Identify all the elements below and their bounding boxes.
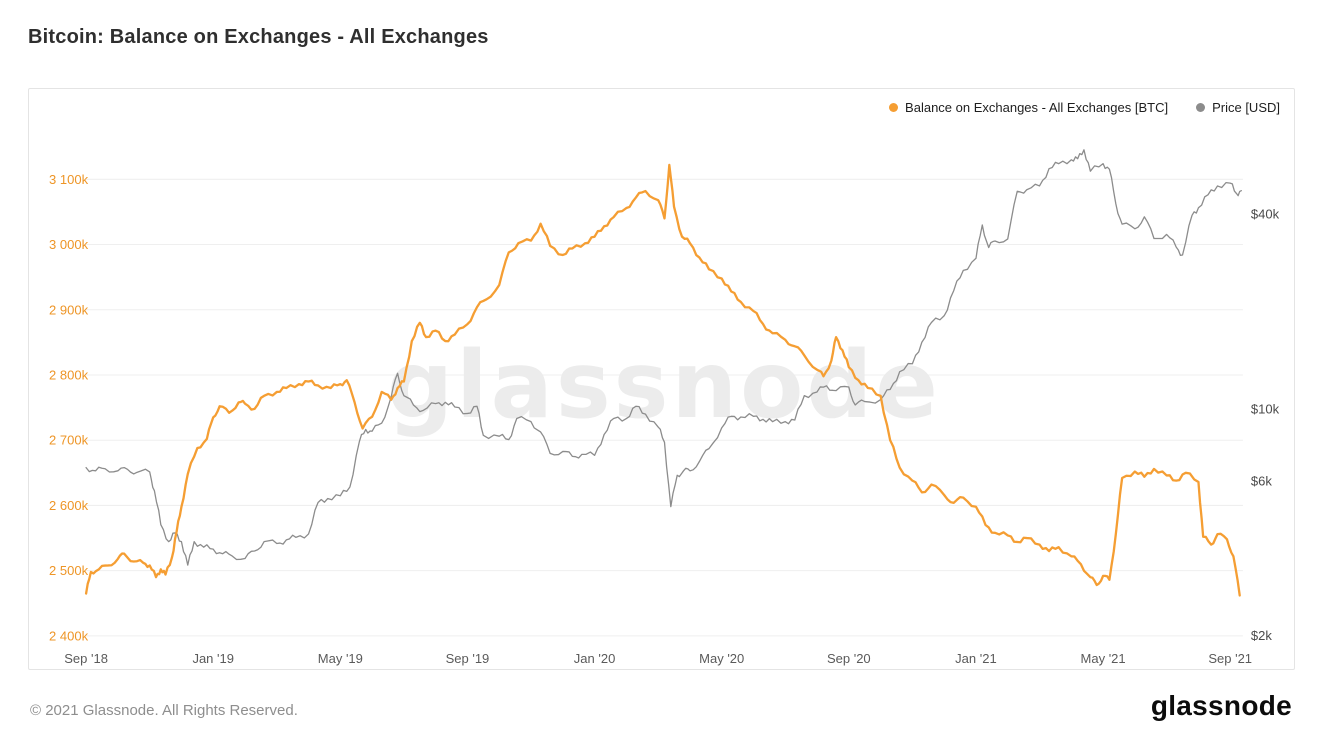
svg-text:May '20: May '20 [699, 651, 744, 666]
svg-text:Jan '19: Jan '19 [192, 651, 234, 666]
svg-text:3 100k: 3 100k [49, 172, 89, 187]
svg-text:Jan '21: Jan '21 [955, 651, 997, 666]
glassnode-logo[interactable]: glassnode [1150, 690, 1292, 721]
legend-item-balance[interactable]: Balance on Exchanges - All Exchanges [BT… [889, 100, 1168, 115]
svg-text:3 000k: 3 000k [49, 237, 89, 252]
chart-card: Balance on Exchanges - All Exchanges [BT… [28, 88, 1295, 670]
svg-text:Sep '19: Sep '19 [446, 651, 490, 666]
legend-label-balance: Balance on Exchanges - All Exchanges [BT… [905, 100, 1169, 115]
footer-copyright: © 2021 Glassnode. All Rights Reserved. [30, 702, 298, 719]
svg-text:2 900k: 2 900k [49, 302, 89, 317]
svg-text:Sep '20: Sep '20 [827, 651, 871, 666]
svg-text:May '21: May '21 [1081, 651, 1126, 666]
svg-text:2 400k: 2 400k [49, 628, 89, 643]
svg-text:2 700k: 2 700k [49, 433, 89, 448]
svg-text:$2k: $2k [1251, 628, 1272, 643]
page-title: Bitcoin: Balance on Exchanges - All Exch… [28, 26, 489, 48]
svg-text:Sep '18: Sep '18 [64, 651, 108, 666]
chart-legend: Balance on Exchanges - All Exchanges [BT… [889, 100, 1280, 115]
legend-item-price[interactable]: Price [USD] [1196, 100, 1280, 115]
svg-text:May '19: May '19 [318, 651, 363, 666]
legend-dot-price-icon [1196, 103, 1206, 112]
chart-canvas[interactable]: glassnode 3 100k 3 000k 2 900k 2 800k 2 700k 2… [29, 89, 1294, 669]
svg-text:glassnode: glassnode [387, 331, 941, 439]
svg-text:$10k: $10k [1251, 402, 1280, 417]
legend-dot-balance-icon [889, 103, 899, 112]
svg-text:2 500k: 2 500k [49, 563, 89, 578]
svg-text:$40k: $40k [1251, 206, 1280, 221]
svg-text:2 600k: 2 600k [49, 498, 89, 513]
svg-text:2 800k: 2 800k [49, 367, 89, 382]
svg-text:Jan '20: Jan '20 [574, 651, 616, 666]
svg-text:Sep '21: Sep '21 [1208, 651, 1252, 666]
legend-label-price: Price [USD] [1212, 100, 1280, 115]
svg-text:$6k: $6k [1251, 474, 1272, 489]
